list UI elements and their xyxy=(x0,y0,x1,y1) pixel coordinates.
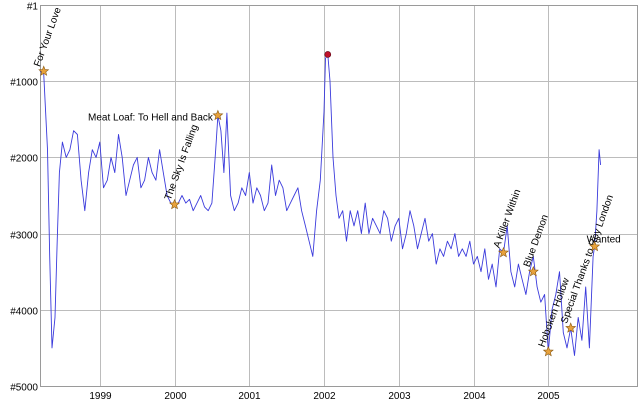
x-tick-label: 2001 xyxy=(238,391,261,400)
annotation-label: For Your Love xyxy=(32,6,64,69)
x-tick-label: 1999 xyxy=(89,391,112,400)
annotation-label: Blue Demon xyxy=(522,213,551,268)
annotation-star-marker xyxy=(497,246,509,258)
axes: #1 #1000 #2000 #3000 #4000 #5000 1999 2000 2001 2… xyxy=(10,2,638,400)
x-tick-label: 2002 xyxy=(313,391,336,400)
annotation-label: Wanted xyxy=(587,235,621,246)
y-tick-label: #1000 xyxy=(10,78,38,89)
x-tick-label: 2000 xyxy=(164,391,187,400)
annotation-star-marker xyxy=(565,322,577,333)
x-tick-label: 2004 xyxy=(463,391,486,400)
series-line xyxy=(39,54,602,356)
y-tick-label: #2000 xyxy=(10,154,38,165)
annotations: For Your Love Meat Loaf: To Hell and Back… xyxy=(32,6,621,357)
annotation-label: The Sky Is Falling xyxy=(163,123,201,201)
y-tick-label: #3000 xyxy=(10,231,38,242)
annotation-star-marker xyxy=(169,198,181,210)
x-tick-label: 2003 xyxy=(388,391,411,400)
annotation-star-marker xyxy=(212,109,224,121)
annotation-label: Meat Loaf: To Hell and Back xyxy=(88,112,214,123)
series-layer xyxy=(39,54,602,356)
annotation-label: A Killer Within xyxy=(492,188,523,250)
y-tick-label: #4000 xyxy=(10,307,38,318)
annotation-star-marker xyxy=(542,345,554,357)
y-tick-label: #1 xyxy=(27,2,39,13)
annotation-star-marker xyxy=(38,65,50,76)
y-tick-label: #5000 xyxy=(10,383,38,394)
x-tick-label: 2005 xyxy=(537,391,560,400)
peak-dot-marker xyxy=(324,51,332,58)
annotation-label: Special Thanks to Roy London xyxy=(559,194,616,326)
annotation-star-marker xyxy=(527,265,539,277)
plot-frame xyxy=(40,5,638,387)
annotation-star-marker xyxy=(589,240,601,252)
